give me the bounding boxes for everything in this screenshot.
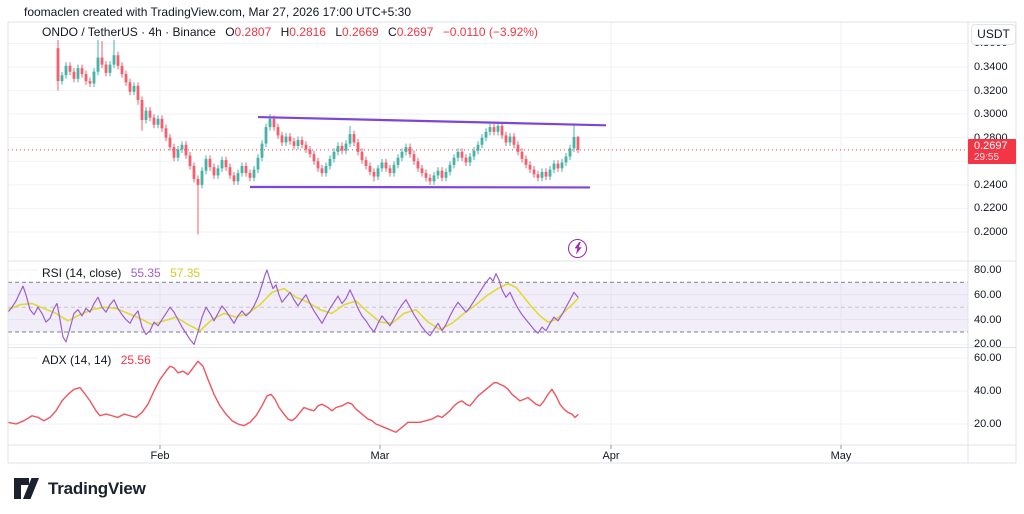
- time-tick-label: Mar: [370, 450, 390, 462]
- last-price-value: 0.2697: [974, 140, 1008, 152]
- close-value: 0.2697: [396, 25, 434, 39]
- time-tick-label: Apr: [602, 450, 620, 462]
- last-price-label: 0.2697 29:55: [968, 139, 1016, 164]
- price-tick-label: 0.2400: [974, 178, 1008, 191]
- high-value: 0.2816: [289, 25, 326, 39]
- rsi-tick-label: 40.00: [974, 313, 1002, 326]
- chart-pane-area[interactable]: [8, 22, 968, 445]
- price-tick-label: 0.2200: [974, 202, 1008, 215]
- price-tick-label: 0.3200: [974, 84, 1008, 97]
- high-label: H: [280, 25, 290, 39]
- adx-indicator-legend[interactable]: ADX (14, 14) 25.56: [38, 352, 155, 368]
- tradingview-logo[interactable]: TradingView: [13, 477, 146, 500]
- open-label: O: [225, 25, 235, 39]
- symbol-legend[interactable]: ONDO / TetherUS · 4h · Binance O0.2807 H…: [38, 24, 542, 40]
- low-value: 0.2669: [342, 25, 379, 39]
- adx-tick-label: 40.00: [974, 385, 1002, 397]
- rsi-title: RSI (14, close): [42, 266, 122, 280]
- rsi-value: 55.35: [130, 266, 161, 280]
- adx-tick-label: 60.00: [974, 352, 1002, 364]
- tradingview-logo-icon: [14, 478, 39, 499]
- tradingview-logo-text: TradingView: [48, 478, 146, 498]
- change-value: −0.0110 (−3.92%): [442, 25, 538, 39]
- price-tick-label: 0.3400: [974, 61, 1008, 73]
- rsi-tick-label: 60.00: [974, 288, 1002, 301]
- symbol-title: ONDO / TetherUS · 4h · Binance: [42, 25, 216, 39]
- rsi-indicator-legend[interactable]: RSI (14, close) 55.35 57.35: [38, 265, 205, 281]
- adx-title: ADX (14, 14): [42, 353, 112, 367]
- open-value: 0.2807: [234, 25, 272, 39]
- rsi-tick-label: 80.00: [974, 264, 1002, 276]
- bar-countdown: 29:55: [974, 152, 1000, 163]
- adx-tick-label: 20.00: [974, 418, 1002, 430]
- lightning-trade-button[interactable]: [568, 239, 587, 258]
- rsi-tick-label: 20.00: [974, 338, 1002, 351]
- adx-value: 25.56: [120, 353, 151, 367]
- time-tick-label: May: [830, 450, 852, 462]
- price-tick-label: 0.2000: [974, 225, 1008, 238]
- price-tick-label: 0.3000: [974, 108, 1008, 121]
- time-tick-label: Feb: [150, 450, 170, 462]
- close-label: C: [388, 25, 397, 39]
- lightning-icon: [574, 242, 582, 255]
- attribution-text: foomaclen created with TradingView.com, …: [24, 5, 411, 19]
- low-label: L: [335, 25, 342, 39]
- currency-unit-button[interactable]: USDT: [971, 24, 1016, 45]
- rsi-ma-value: 57.35: [170, 266, 201, 280]
